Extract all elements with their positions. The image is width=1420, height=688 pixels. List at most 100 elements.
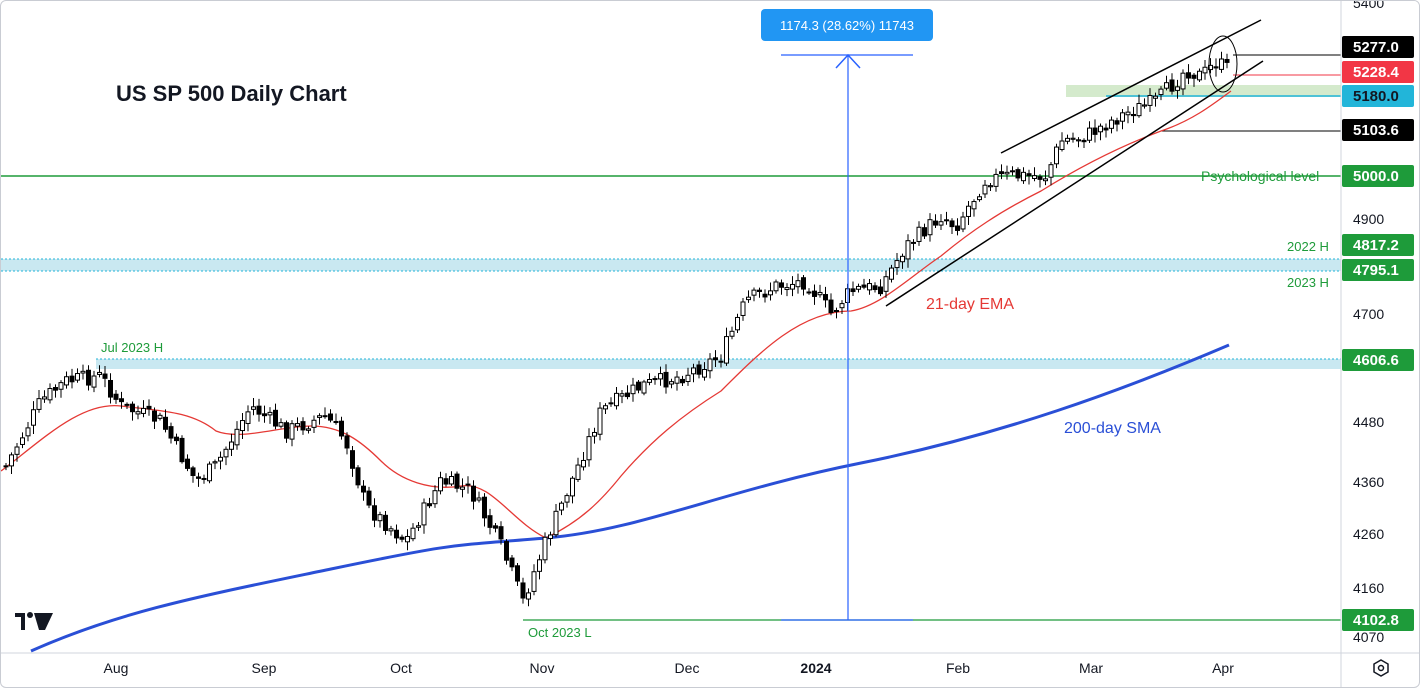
candle <box>614 387 619 410</box>
candle <box>146 399 152 416</box>
candle <box>427 497 432 509</box>
candle <box>355 465 361 489</box>
price-tag-5277.0: 5277.0 <box>1342 36 1414 58</box>
candle <box>575 457 581 483</box>
candle <box>482 493 487 527</box>
candle <box>652 375 658 385</box>
candle <box>317 413 322 425</box>
sma-200-line <box>30 343 1230 653</box>
candle <box>1175 79 1180 99</box>
candle <box>509 555 515 572</box>
candle <box>691 363 696 383</box>
price-tick-8: 4900 <box>1353 211 1384 227</box>
candle <box>537 554 542 580</box>
candle <box>344 432 350 455</box>
candle <box>1032 167 1037 182</box>
candle <box>229 433 234 457</box>
candle <box>1131 106 1136 123</box>
highlight-circle <box>1208 35 1238 93</box>
settings-icon[interactable] <box>1373 659 1389 677</box>
candle <box>333 413 339 425</box>
candle <box>1065 134 1070 145</box>
price-tick-4: 4480 <box>1353 414 1384 430</box>
price-tick-2: 4260 <box>1353 526 1384 542</box>
candle <box>828 293 834 316</box>
candle <box>1197 68 1202 82</box>
candle <box>911 239 916 251</box>
candle <box>1098 123 1103 141</box>
candle <box>982 179 988 198</box>
candle <box>20 432 25 449</box>
candle <box>14 443 20 462</box>
candle <box>124 402 130 410</box>
candle <box>933 214 938 229</box>
candle <box>1054 143 1059 169</box>
candle <box>988 182 993 191</box>
candle <box>1021 167 1026 184</box>
candle <box>366 486 372 509</box>
candle <box>592 427 597 444</box>
sma-label: 200-day SMA <box>1064 420 1161 437</box>
candle <box>619 390 625 404</box>
svg-text:4795.1: 4795.1 <box>1353 262 1399 279</box>
candle <box>410 523 416 542</box>
price-axis[interactable] <box>1341 1 1419 653</box>
zone-jul-2023-high <box>96 359 1341 369</box>
candle <box>102 366 108 388</box>
candle <box>289 420 295 447</box>
svg-text:4606.6: 4606.6 <box>1353 352 1399 369</box>
candle <box>58 380 64 398</box>
candle <box>273 403 278 430</box>
candle <box>856 283 861 293</box>
candle <box>361 480 366 501</box>
candle <box>949 218 955 235</box>
zone-5180 <box>1066 85 1341 97</box>
candle <box>278 418 284 429</box>
candle <box>850 281 856 296</box>
candle <box>185 454 190 472</box>
candle <box>1186 64 1191 85</box>
svg-text:5277.0: 5277.0 <box>1353 39 1399 56</box>
tradingview-logo-icon[interactable] <box>15 612 53 630</box>
candle <box>1147 88 1153 112</box>
candle <box>119 391 124 409</box>
candle <box>817 284 823 298</box>
candle <box>564 493 570 508</box>
time-label-Dec: Dec <box>675 660 700 676</box>
candle <box>1109 116 1114 134</box>
svg-text:5228.4: 5228.4 <box>1353 64 1400 81</box>
candle <box>300 417 306 435</box>
candle <box>1015 167 1021 182</box>
candle <box>201 474 207 484</box>
candle <box>872 282 878 293</box>
time-label-Feb: Feb <box>946 660 970 676</box>
candle <box>999 164 1004 180</box>
candle <box>240 413 245 439</box>
candle <box>394 524 399 544</box>
candle <box>306 426 311 434</box>
measure-label: 1174.3 (28.62%) 11743 <box>780 18 914 33</box>
candles-group <box>3 51 1230 607</box>
candle <box>702 362 707 381</box>
price-tag-5180.0: 5180.0 <box>1342 85 1414 107</box>
candle <box>553 504 559 538</box>
candle <box>97 365 102 378</box>
channel-lower-line <box>885 60 1264 307</box>
candle <box>438 471 443 495</box>
candle <box>207 461 212 484</box>
candle <box>713 350 718 367</box>
candle <box>531 564 537 596</box>
candle <box>322 407 328 419</box>
candle <box>878 279 883 297</box>
svg-text:5103.6: 5103.6 <box>1353 122 1399 139</box>
candle <box>1219 51 1224 73</box>
candle <box>751 287 757 302</box>
candle <box>421 498 427 534</box>
candle <box>377 511 383 528</box>
candle <box>179 435 185 464</box>
candle <box>790 276 795 297</box>
candle <box>190 465 196 483</box>
candle <box>812 284 817 305</box>
